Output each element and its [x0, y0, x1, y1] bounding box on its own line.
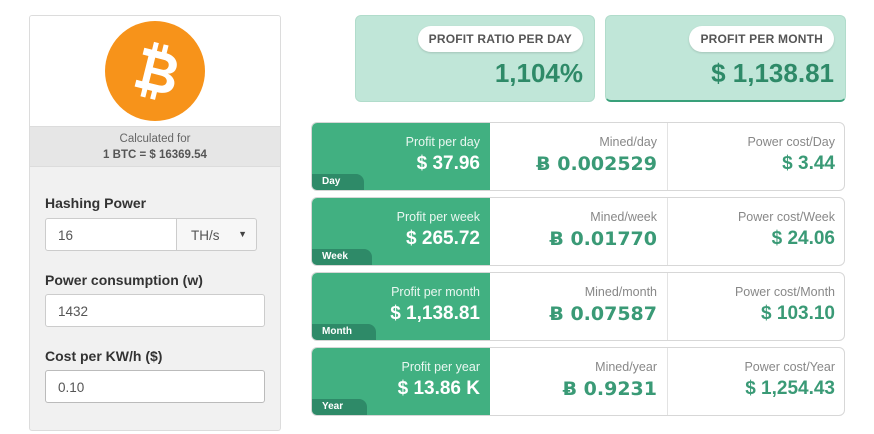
mined-cell: Mined/day Ƀ 0.002529	[490, 123, 668, 190]
calculated-for-info: Calculated for 1 BTC = $ 16369.54	[30, 127, 280, 167]
mined-label: Mined/week	[590, 210, 657, 224]
result-row-day: Profit per day $ 37.96 Day Mined/day Ƀ 0…	[311, 122, 845, 191]
result-row-year: Profit per year $ 13.86 K Year Mined/yea…	[311, 347, 845, 416]
profit-ratio-label: PROFIT RATIO PER DAY	[417, 26, 583, 52]
profit-value: $ 37.96	[416, 153, 480, 174]
power-cost-cell: Power cost/Year $ 1,254.43	[668, 348, 844, 415]
mined-cell: Mined/year Ƀ 0.9231	[490, 348, 668, 415]
mined-value: Ƀ 0.07587	[549, 303, 657, 325]
bitcoin-logo-icon	[105, 21, 205, 121]
power-cost-value: $ 1,254.43	[745, 378, 835, 399]
profit-value: $ 1,138.81	[390, 303, 480, 324]
profit-label: Profit per year	[401, 360, 480, 374]
calculator-panel: Calculated for 1 BTC = $ 16369.54 Hashin…	[29, 15, 281, 431]
result-row-month: Profit per month $ 1,138.81 Month Mined/…	[311, 272, 845, 341]
profit-cell: Profit per month $ 1,138.81 Month	[312, 273, 490, 340]
hashing-unit-select[interactable]: TH/s ▼	[177, 218, 257, 251]
power-consumption-label: Power consumption (w)	[45, 272, 203, 288]
profit-per-month-card: PROFIT PER MONTH $ 1,138.81	[605, 15, 846, 102]
profit-cell: Profit per year $ 13.86 K Year	[312, 348, 490, 415]
profit-per-month-label: PROFIT PER MONTH	[689, 26, 834, 52]
profit-label: Profit per month	[391, 285, 480, 299]
profit-label: Profit per week	[396, 210, 480, 224]
mined-value: Ƀ 0.01770	[549, 228, 657, 250]
period-tag: Day	[312, 174, 365, 190]
power-cost-value: $ 3.44	[782, 153, 835, 174]
mined-label: Mined/day	[599, 135, 657, 149]
mined-cell: Mined/week Ƀ 0.01770	[490, 198, 668, 265]
logo-area	[30, 16, 280, 127]
power-cost-cell: Power cost/Week $ 24.06	[668, 198, 844, 265]
power-cost-value: $ 24.06	[771, 228, 835, 249]
profit-cell: Profit per week $ 265.72 Week	[312, 198, 490, 265]
power-cost-label: Power cost/Day	[747, 135, 835, 149]
period-tag: Week	[312, 249, 372, 265]
power-cost-cell: Power cost/Month $ 103.10	[668, 273, 844, 340]
period-tag: Month	[312, 324, 376, 340]
mined-cell: Mined/month Ƀ 0.07587	[490, 273, 668, 340]
power-cost-value: $ 103.10	[761, 303, 835, 324]
power-consumption-input[interactable]: 1432	[45, 294, 265, 327]
power-cost-cell: Power cost/Day $ 3.44	[668, 123, 844, 190]
profit-value: $ 13.86 K	[397, 378, 480, 399]
btc-rate: 1 BTC = $ 16369.54	[103, 149, 207, 161]
power-cost-label: Power cost/Year	[744, 360, 835, 374]
power-cost-label: Power cost/Week	[737, 210, 835, 224]
cost-per-kwh-label: Cost per KW/h ($)	[45, 348, 163, 364]
result-row-week: Profit per week $ 265.72 Week Mined/week…	[311, 197, 845, 266]
hashing-unit-value: TH/s	[191, 228, 220, 243]
hashing-power-group: 16 TH/s ▼	[45, 218, 265, 251]
calculated-for-label: Calculated for	[119, 133, 191, 145]
cost-per-kwh-input[interactable]: 0.10	[45, 370, 265, 403]
period-tag: Year	[312, 399, 368, 415]
hashing-power-input[interactable]: 16	[45, 218, 177, 251]
power-cost-label: Power cost/Month	[734, 285, 835, 299]
mined-value: Ƀ 0.9231	[562, 378, 657, 400]
hashing-power-label: Hashing Power	[45, 195, 147, 211]
caret-down-icon: ▼	[238, 229, 247, 239]
mined-label: Mined/year	[595, 360, 657, 374]
mined-label: Mined/month	[584, 285, 657, 299]
profit-per-month-value: $ 1,138.81	[711, 58, 834, 88]
profit-ratio-value: 1,104%	[494, 58, 583, 88]
input-form: Hashing Power 16 TH/s ▼ Power consumptio…	[30, 195, 280, 403]
profit-label: Profit per day	[405, 135, 480, 149]
mined-value: Ƀ 0.002529	[536, 153, 657, 175]
profit-cell: Profit per day $ 37.96 Day	[312, 123, 490, 190]
profit-value: $ 265.72	[406, 228, 480, 249]
profit-ratio-card: PROFIT RATIO PER DAY 1,104%	[355, 15, 595, 102]
